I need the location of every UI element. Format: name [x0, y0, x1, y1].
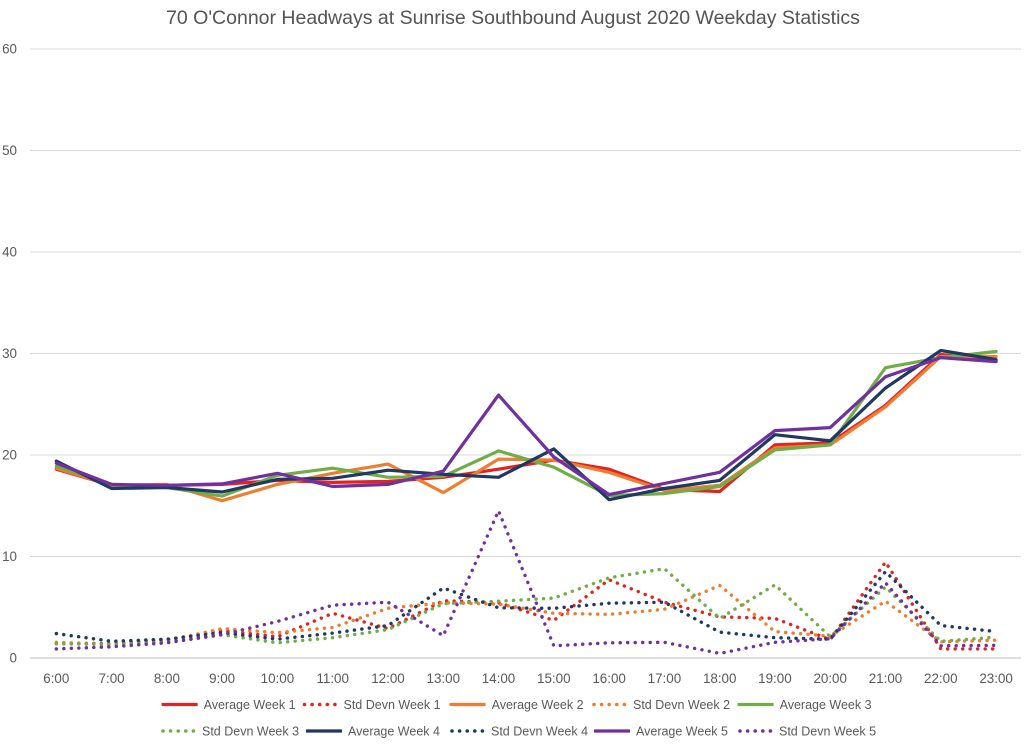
svg-text:Average Week 1: Average Week 1	[204, 698, 296, 712]
svg-text:6:00: 6:00	[43, 671, 69, 686]
svg-text:16:00: 16:00	[592, 671, 626, 686]
svg-text:19:00: 19:00	[758, 671, 792, 686]
svg-text:70 O'Connor Headways at Sunris: 70 O'Connor Headways at Sunrise Southbou…	[166, 7, 860, 29]
svg-text:0: 0	[10, 651, 17, 666]
svg-text:Average Week 2: Average Week 2	[492, 698, 584, 712]
svg-text:60: 60	[2, 42, 17, 57]
svg-text:Average Week 5: Average Week 5	[636, 725, 728, 739]
svg-text:14:00: 14:00	[482, 671, 516, 686]
svg-text:10:00: 10:00	[261, 671, 295, 686]
svg-text:21:00: 21:00	[869, 671, 903, 686]
svg-text:Std Devn Week 1: Std Devn Week 1	[344, 698, 441, 712]
svg-text:13:00: 13:00	[427, 671, 461, 686]
svg-text:17:00: 17:00	[648, 671, 682, 686]
svg-text:7:00: 7:00	[99, 671, 125, 686]
svg-text:Average Week 3: Average Week 3	[780, 698, 872, 712]
svg-text:20:00: 20:00	[813, 671, 847, 686]
svg-text:Std Devn Week 5: Std Devn Week 5	[779, 725, 876, 739]
svg-text:30: 30	[2, 346, 17, 361]
svg-text:8:00: 8:00	[154, 671, 180, 686]
svg-text:40: 40	[2, 245, 17, 260]
svg-text:Std Devn Week 4: Std Devn Week 4	[491, 725, 588, 739]
svg-text:18:00: 18:00	[703, 671, 737, 686]
svg-text:12:00: 12:00	[371, 671, 405, 686]
svg-text:Std Devn Week 2: Std Devn Week 2	[633, 698, 730, 712]
svg-text:20: 20	[2, 448, 17, 463]
svg-text:50: 50	[2, 143, 17, 158]
svg-text:22:00: 22:00	[924, 671, 958, 686]
svg-text:11:00: 11:00	[316, 671, 349, 686]
svg-text:9:00: 9:00	[209, 671, 235, 686]
svg-text:Std Devn Week 3: Std Devn Week 3	[202, 725, 299, 739]
svg-text:Average Week 4: Average Week 4	[348, 725, 440, 739]
svg-text:15:00: 15:00	[537, 671, 571, 686]
svg-text:23:00: 23:00	[979, 671, 1013, 686]
svg-text:10: 10	[2, 549, 17, 564]
